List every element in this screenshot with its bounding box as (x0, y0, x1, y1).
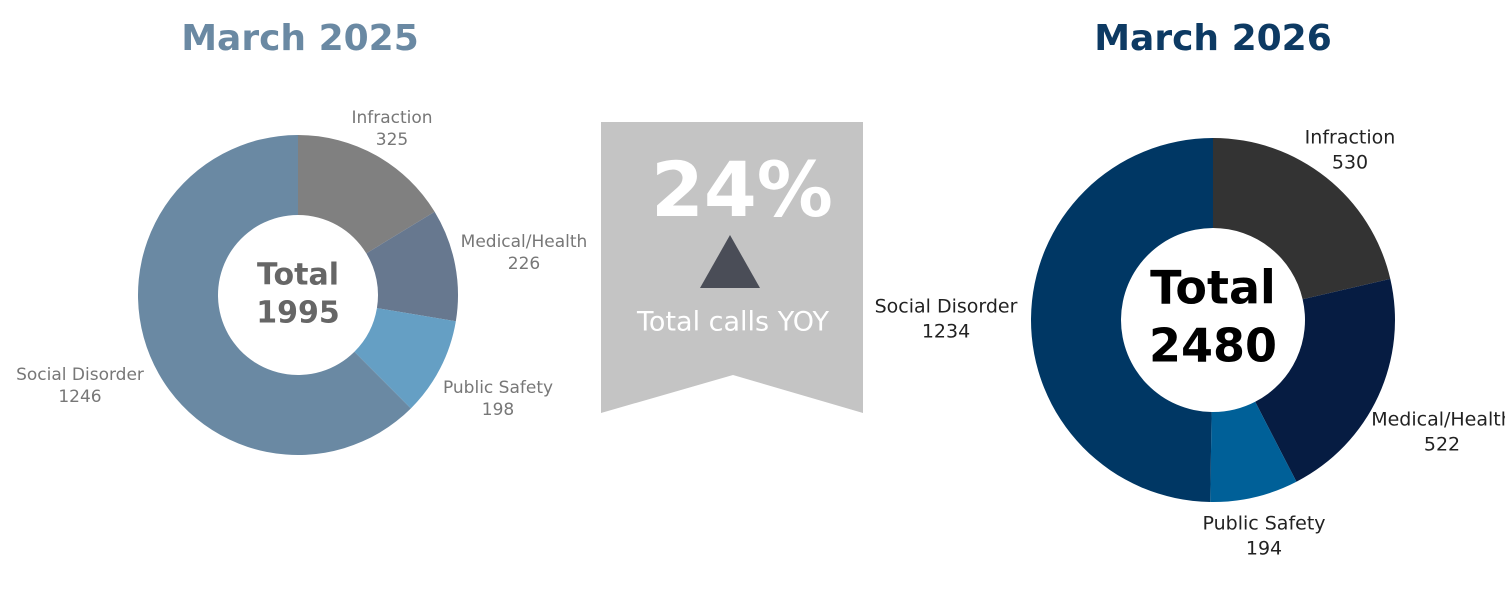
center-label: Total (257, 258, 339, 293)
slice-value: 226 (508, 254, 540, 274)
banner-text: Total calls YOY (636, 307, 829, 338)
center-total: 2480 (1149, 319, 1277, 373)
slice-value: 1234 (922, 321, 970, 343)
yoy-banner: 24% Total calls YOY (601, 122, 863, 413)
donut-slice (298, 135, 435, 254)
donut-slice (354, 308, 456, 409)
slice-label: Social Disorder (875, 296, 1018, 318)
slice-value: 530 (1332, 152, 1368, 174)
slice-value: 198 (482, 400, 514, 420)
center-label: Total (1150, 261, 1276, 315)
donut-slice (1031, 138, 1213, 502)
center-total: 1995 (256, 296, 340, 331)
up-arrow (700, 235, 760, 288)
donut-slice (137, 135, 411, 455)
chart-title: March 2025 (181, 18, 419, 59)
donut-slice (1213, 138, 1391, 300)
banner-value: 24% (651, 145, 833, 234)
slice-value: 325 (376, 130, 408, 150)
donut-slice (1210, 401, 1297, 502)
slice-value: 1246 (58, 387, 101, 407)
donut-slice (366, 211, 458, 322)
slice-label: Public Safety (1202, 513, 1325, 535)
slice-label: Infraction (1305, 127, 1396, 149)
slice-value: 194 (1246, 538, 1282, 560)
slice-label: Social Disorder (16, 365, 144, 385)
chart-title: March 2026 (1094, 18, 1332, 59)
slice-value: 522 (1424, 434, 1460, 456)
donut-slice (1255, 278, 1396, 482)
slice-label: Medical/Health (1371, 409, 1505, 431)
slice-label: Public Safety (443, 378, 553, 398)
slice-label: Medical/Health (461, 232, 588, 252)
slice-label: Infraction (351, 108, 432, 128)
